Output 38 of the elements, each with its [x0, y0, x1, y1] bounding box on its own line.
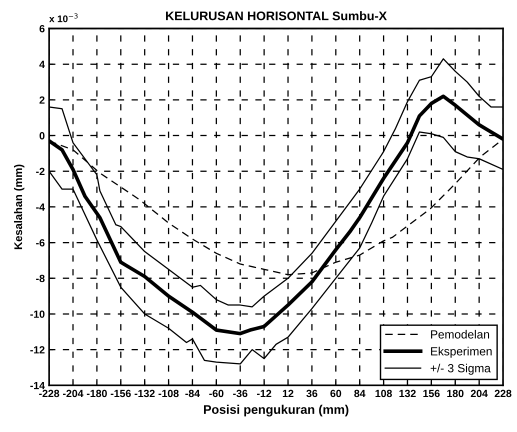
x-tick-label: 180: [447, 390, 464, 398]
x-tick-label: -36: [233, 390, 248, 398]
x-tick-label: -12: [257, 390, 272, 398]
x-tick-label: 132: [399, 390, 416, 398]
y-axis-title: Kesalahan (mm): [14, 164, 24, 250]
y-tick-label: -10: [30, 310, 45, 318]
x-tick-label: -228: [39, 390, 60, 398]
y-tick-label: 2: [40, 96, 45, 104]
y-tick-label: -8: [36, 274, 45, 282]
x-tick-label: 228: [494, 390, 512, 398]
x-tick-label: -84: [185, 390, 200, 398]
x-tick-label: 84: [354, 390, 366, 398]
x-tick-label: 36: [306, 390, 318, 398]
text: x 10$^{−3}$: [49, 13, 78, 22]
x-tick-label: 108: [376, 390, 392, 398]
chart-title: KELURUSAN HORISONTAL Sumbu-X: [166, 11, 387, 20]
legend-label: +/- 3 Sigma: [430, 364, 491, 375]
x-tick-label: 204: [470, 390, 488, 398]
y-tick-label: 0: [40, 132, 45, 140]
x-tick-label: -180: [86, 390, 107, 398]
x-tick-label: -60: [209, 390, 224, 398]
y-tick-label: -12: [30, 346, 45, 354]
legend-label: Eksperimen: [431, 346, 492, 358]
legend-label: Pemodelan: [431, 330, 490, 339]
x-axis-title: Posisi pengukuran (mm): [204, 404, 348, 416]
x-tick-label: -156: [110, 390, 131, 398]
y-tick-label: -2: [36, 168, 45, 176]
y-tick-label: -4: [36, 204, 45, 211]
x-tick-label: 60: [330, 390, 342, 398]
x-tick-label: 12: [282, 390, 294, 398]
x-tick-label: -108: [158, 390, 179, 398]
x-tick-label: -204: [62, 390, 84, 398]
y-tick-label: -6: [36, 239, 45, 246]
x-tick-label: -132: [134, 390, 155, 398]
y-tick-label: 6: [40, 25, 45, 32]
y-tick-label: -14: [30, 382, 45, 390]
x-tick-label: 156: [423, 390, 440, 398]
y-tick-label: 4: [39, 60, 45, 68]
